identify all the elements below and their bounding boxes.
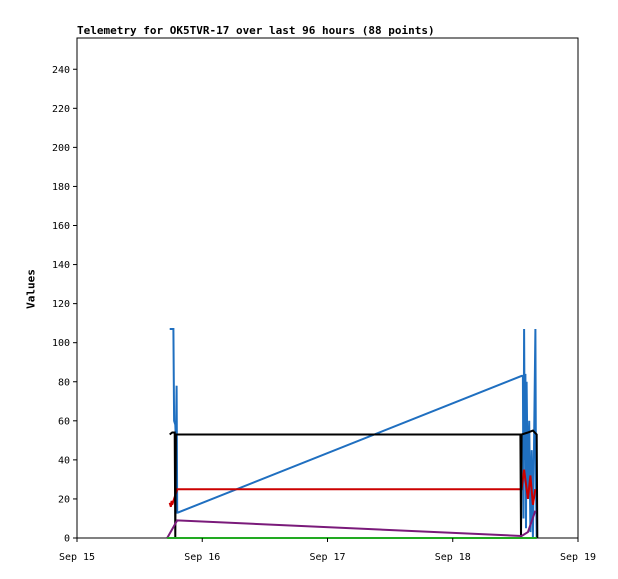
x-tick-label: Sep 16 [184, 552, 220, 563]
series-line-4 [166, 510, 537, 539]
series-layer [166, 328, 539, 539]
y-tick-label: 200 [52, 143, 70, 154]
y-tick-label: 40 [58, 455, 70, 466]
y-tick-label: 120 [52, 299, 70, 310]
y-tick-label: 100 [52, 338, 70, 349]
y-tick-label: 160 [52, 221, 70, 232]
x-tick-label: Sep 19 [560, 552, 596, 563]
x-tick-label: Sep 17 [309, 552, 345, 563]
series-line-3 [169, 429, 539, 539]
chart-title: Telemetry for OK5TVR-17 over last 96 hou… [77, 24, 435, 37]
y-tick-label: 80 [58, 377, 70, 388]
y-tick-label: 20 [58, 494, 70, 505]
y-tick-label: 60 [58, 416, 70, 427]
plot-frame [76, 37, 579, 539]
x-tick-label: Sep 15 [59, 552, 95, 563]
y-axis-ticks: 0 20 40 60 80 100 120 140 160 180 200 220 240 [52, 65, 77, 545]
x-tick-label: Sep 18 [435, 552, 471, 563]
y-tick-label: 0 [64, 534, 70, 545]
y-tick-label: 240 [52, 65, 70, 76]
y-tick-label: 140 [52, 260, 70, 271]
x-axis-ticks: Sep 15 Sep 16 Sep 17 Sep 18 Sep 19 [59, 538, 596, 563]
y-tick-label: 180 [52, 182, 70, 193]
y-tick-label: 220 [52, 104, 70, 115]
